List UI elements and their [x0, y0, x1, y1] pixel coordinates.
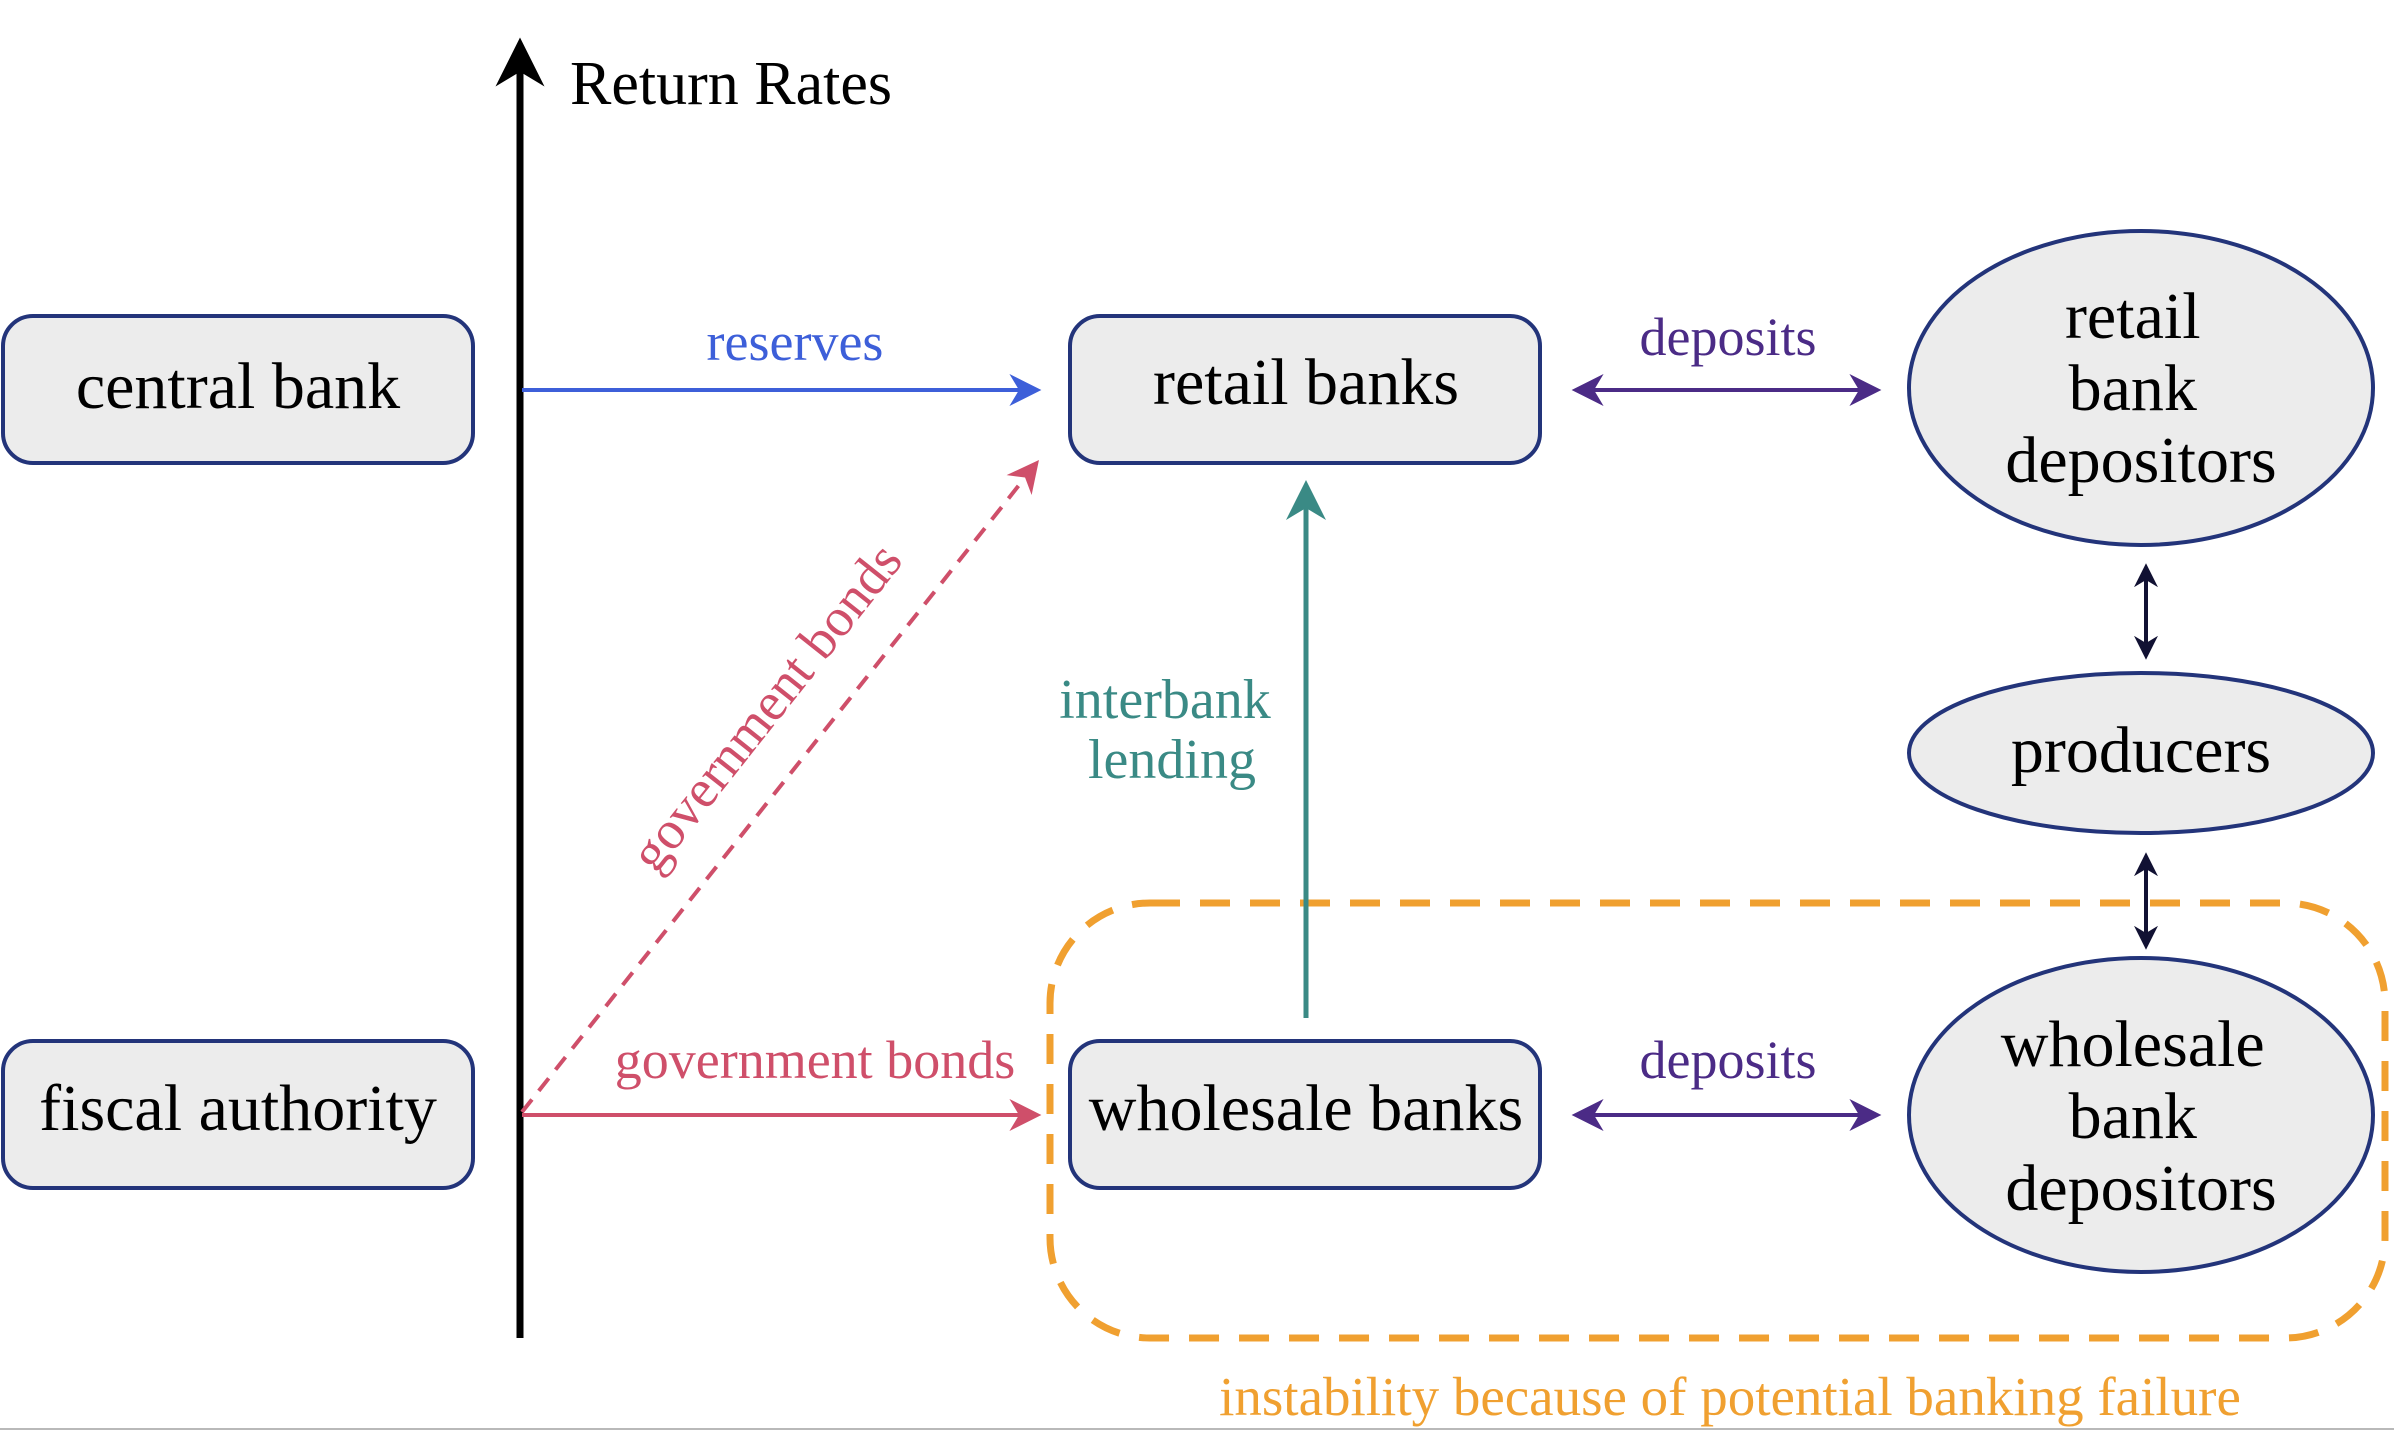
retail-banks-node: retail banks — [1068, 314, 1542, 465]
fiscal-authority-label: fiscal authority — [39, 1072, 437, 1145]
retail-depositors-line-3: depositors — [2005, 424, 2276, 497]
retail-bank-depositors-node: retail bank depositors — [1907, 229, 2375, 547]
deposits-retail-label: deposits — [1639, 307, 1816, 367]
wholesale-banks-label: wholesale banks — [1089, 1072, 1523, 1145]
retail-banks-label: retail banks — [1153, 346, 1459, 419]
instability-region — [1046, 899, 2389, 1342]
wholesale-depositors-line-2: bank — [2069, 1080, 2197, 1153]
axis-label: Return Rates — [570, 50, 892, 118]
instability-note: instability because of potential banking… — [1219, 1366, 2241, 1427]
fiscal-authority-node: fiscal authority — [1, 1039, 475, 1190]
government-bonds-horizontal-label: government bonds — [615, 1030, 1015, 1090]
producers-label: producers — [2011, 714, 2271, 787]
producers-node: producers — [1907, 671, 2375, 835]
interbank-lending-line-2: lending — [1088, 729, 1256, 791]
interbank-lending-line-1: interbank — [1059, 669, 1270, 731]
central-bank-node: central bank — [1, 314, 475, 465]
government-bonds-diagonal-label: government bonds — [618, 531, 914, 882]
government-bonds-diagonal-arrow — [520, 459, 1039, 1114]
deposits-wholesale-label: deposits — [1639, 1030, 1816, 1090]
retail-depositors-line-1: retail — [2065, 280, 2201, 353]
interbank-lending-label: interbank lending — [1059, 669, 1284, 791]
retail-bank-depositors-label: retail bank depositors — [2005, 280, 2276, 497]
wholesale-banks-node: wholesale banks — [1068, 1039, 1542, 1190]
wholesale-bank-depositors-label: wholesale bank depositors — [2001, 1008, 2281, 1225]
reserves-label: reserves — [707, 312, 884, 372]
wholesale-depositors-line-3: depositors — [2005, 1152, 2276, 1225]
wholesale-bank-depositors-node: wholesale bank depositors — [1907, 956, 2375, 1274]
bottom-divider — [0, 1428, 2394, 1430]
central-bank-label: central bank — [76, 350, 400, 423]
retail-depositors-line-2: bank — [2069, 352, 2197, 425]
wholesale-depositors-line-1: wholesale — [2001, 1008, 2265, 1081]
